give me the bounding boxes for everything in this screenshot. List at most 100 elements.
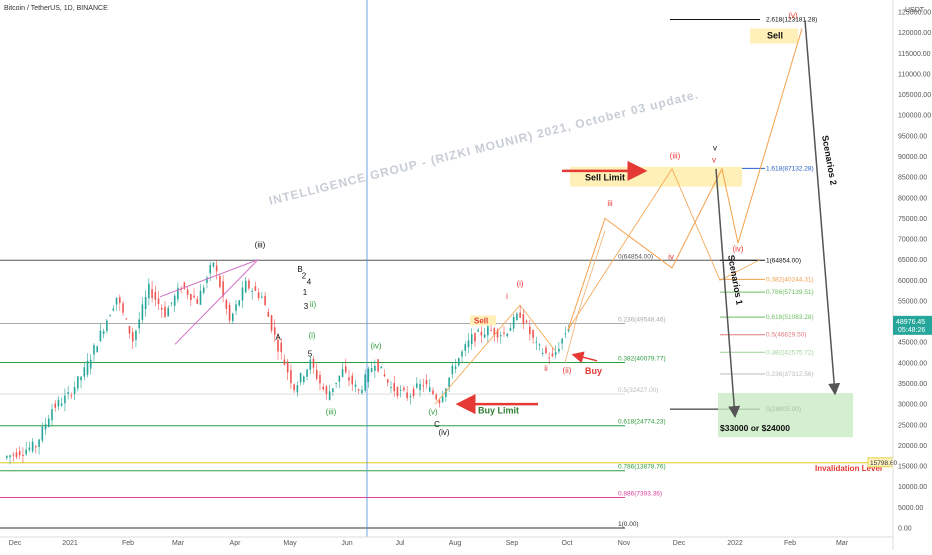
wave-label: (iii) bbox=[670, 152, 681, 161]
candle-body bbox=[199, 290, 202, 305]
overlay: Scenarios 1 Scenarios 2 Buy Limit Buy Sell (i… bbox=[159, 0, 841, 537]
y-tick-label: 105000.00 bbox=[898, 92, 931, 99]
candle-body bbox=[503, 332, 505, 334]
candle-body bbox=[487, 326, 489, 336]
wave-label: 5 bbox=[308, 350, 313, 359]
candle-body bbox=[506, 333, 509, 337]
wave-label: 1 bbox=[303, 288, 308, 297]
sell-small-text: Sell bbox=[474, 316, 488, 325]
y-tick-label: 55000.00 bbox=[898, 298, 927, 305]
x-tick-label: Jul bbox=[396, 540, 405, 547]
wave-label: (v) bbox=[788, 11, 798, 20]
candle-body bbox=[441, 396, 444, 402]
candle-body bbox=[273, 327, 276, 335]
candle-body bbox=[499, 335, 502, 337]
candle-body bbox=[183, 282, 186, 289]
x-tick-label: Sep bbox=[506, 540, 519, 547]
candle-body bbox=[22, 454, 24, 456]
candle-body bbox=[144, 296, 147, 310]
candle-body bbox=[348, 377, 350, 381]
candle-body bbox=[25, 449, 27, 455]
y-tick-label: 95000.00 bbox=[898, 133, 927, 140]
candle-body bbox=[15, 452, 18, 458]
candle-body bbox=[438, 400, 441, 404]
fib-label: 0.886(7393.36) bbox=[618, 490, 662, 497]
candle-body bbox=[47, 418, 50, 427]
candle-body bbox=[70, 395, 73, 397]
wave-label: 3 bbox=[304, 302, 309, 311]
ext-fib-label: 0.382(42575.72) bbox=[766, 349, 814, 356]
candle-body bbox=[257, 292, 260, 298]
candle-body bbox=[454, 366, 457, 369]
y-tick-label: 90000.00 bbox=[898, 154, 927, 161]
y-tick-label: 100000.00 bbox=[898, 113, 931, 120]
fib-label: 1(0.00) bbox=[618, 521, 639, 528]
wave-label: A bbox=[275, 333, 281, 342]
candle-body bbox=[64, 395, 66, 404]
candle-body bbox=[561, 338, 563, 344]
candle-body bbox=[157, 298, 160, 305]
candle-body bbox=[370, 368, 373, 372]
candle-body bbox=[102, 331, 105, 335]
candle-body bbox=[493, 328, 496, 336]
candle-body bbox=[516, 313, 518, 320]
candle-body bbox=[73, 387, 76, 394]
fib-label: 0.786(13878.76) bbox=[618, 464, 666, 471]
candle-body bbox=[338, 375, 341, 382]
y-tick-label: 85000.00 bbox=[898, 175, 927, 182]
candle-body bbox=[299, 373, 302, 383]
candle-body bbox=[519, 312, 521, 318]
y-tick-label: 10000.00 bbox=[898, 484, 927, 491]
candle-body bbox=[67, 392, 69, 394]
candle-body bbox=[525, 320, 528, 323]
candle-body bbox=[315, 369, 318, 379]
sell-small-zone bbox=[470, 315, 496, 326]
last-price-badge bbox=[893, 315, 932, 335]
candle-body bbox=[35, 446, 37, 448]
candle-body bbox=[445, 388, 447, 398]
y-tick-label: 5000.00 bbox=[898, 505, 923, 512]
fib-bands: 0(64854.00) 0.236(49548.46) 0.382(40079.77… bbox=[0, 17, 897, 529]
y-tick-label: 30000.00 bbox=[898, 402, 927, 409]
scenario-path-c bbox=[564, 230, 606, 363]
wave-label: C bbox=[434, 420, 440, 429]
x-tick-label: Oct bbox=[562, 540, 573, 547]
channel-line bbox=[434, 304, 556, 405]
candle-body bbox=[361, 389, 363, 394]
wave-label: iv bbox=[668, 253, 674, 262]
candle-body bbox=[496, 329, 499, 338]
candle-body bbox=[309, 359, 312, 370]
candle-body bbox=[422, 385, 425, 387]
candle-body bbox=[170, 302, 173, 304]
y-tick-label: 0.00 bbox=[898, 526, 912, 533]
wave-label: (iii) bbox=[326, 407, 337, 416]
x-tick-label: Apr bbox=[230, 540, 242, 547]
candle-body bbox=[215, 265, 218, 272]
candle-body bbox=[31, 441, 34, 452]
scenario-1-arrow bbox=[715, 168, 741, 419]
candle-body bbox=[248, 280, 250, 289]
sell-text: Sell bbox=[767, 31, 783, 41]
last-price-value: 48976.45 bbox=[896, 319, 925, 326]
candle-body bbox=[89, 359, 92, 369]
candle-body bbox=[235, 304, 237, 311]
candle-body bbox=[125, 318, 128, 320]
candle-body bbox=[41, 426, 44, 441]
wave-label: v bbox=[712, 156, 716, 165]
candle-body bbox=[148, 283, 150, 299]
candle-body bbox=[399, 389, 402, 391]
candle-body bbox=[435, 394, 437, 400]
candle-body bbox=[564, 333, 567, 335]
candle-body bbox=[277, 339, 279, 352]
candle-body bbox=[154, 291, 157, 300]
wave-label: (iv) bbox=[438, 428, 449, 437]
candle-body bbox=[128, 326, 131, 334]
candle-body bbox=[138, 319, 140, 329]
candle-body bbox=[280, 342, 283, 353]
wedge-upper bbox=[159, 259, 259, 298]
candle-body bbox=[228, 304, 231, 321]
buy-text: Buy bbox=[585, 366, 602, 376]
fib-label: 0.5(32427.00) bbox=[618, 387, 658, 394]
candle-body bbox=[115, 297, 118, 305]
